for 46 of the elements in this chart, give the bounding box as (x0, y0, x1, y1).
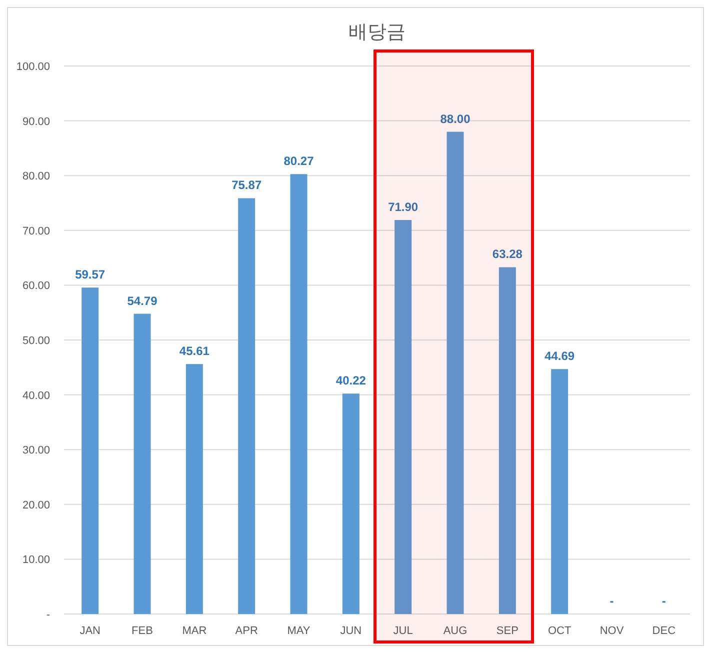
y-tick-label: 40.00 (22, 390, 50, 402)
bar (498, 267, 516, 614)
y-tick-label: 30.00 (22, 444, 50, 457)
x-tick-label: JUL (393, 625, 413, 637)
x-tick-label: SEP (496, 625, 518, 637)
bar (238, 198, 256, 614)
x-tick-label: MAR (182, 625, 207, 637)
x-tick-label: MAY (287, 625, 311, 637)
bar (186, 364, 203, 614)
bar (446, 132, 464, 614)
x-tick-label: APR (235, 625, 258, 637)
y-tick-label: 60.00 (22, 280, 50, 292)
x-tick-label: AUG (443, 625, 468, 637)
x-tick-label: NOV (600, 625, 624, 637)
y-tick-label: 70.00 (22, 225, 50, 238)
data-label: 40.22 (336, 374, 366, 388)
data-label: 88.00 (440, 112, 471, 126)
x-tick-label: DEC (652, 625, 676, 637)
data-label: 75.87 (232, 178, 262, 192)
bar (82, 288, 99, 614)
x-tick-label: JUN (340, 625, 362, 637)
bar (342, 394, 360, 614)
data-label: 71.90 (388, 200, 418, 214)
y-tick-label: 50.00 (22, 335, 50, 347)
bar (551, 369, 568, 614)
data-label: - (610, 594, 614, 608)
y-tick-label: 10.00 (22, 554, 50, 566)
y-tick-label: - (46, 609, 50, 621)
bar (290, 174, 308, 614)
data-label: 63.28 (492, 247, 523, 262)
x-tick-label: FEB (132, 625, 153, 637)
y-tick-label: 80.00 (22, 170, 50, 183)
y-tick-label: 20.00 (22, 499, 50, 512)
bar (394, 220, 412, 614)
data-label: 54.79 (127, 294, 158, 308)
data-label: - (662, 594, 666, 608)
data-label: 45.61 (179, 344, 210, 358)
y-tick-label: 100.00 (16, 61, 50, 73)
bar (134, 314, 151, 614)
data-label: 80.27 (284, 154, 314, 168)
x-tick-label: JAN (80, 625, 101, 637)
x-tick-label: OCT (548, 625, 572, 637)
title: 배당금 (348, 22, 406, 43)
data-label: 59.57 (75, 268, 106, 282)
data-label: 44.69 (544, 349, 575, 364)
y-tick-label: 90.00 (22, 116, 50, 128)
